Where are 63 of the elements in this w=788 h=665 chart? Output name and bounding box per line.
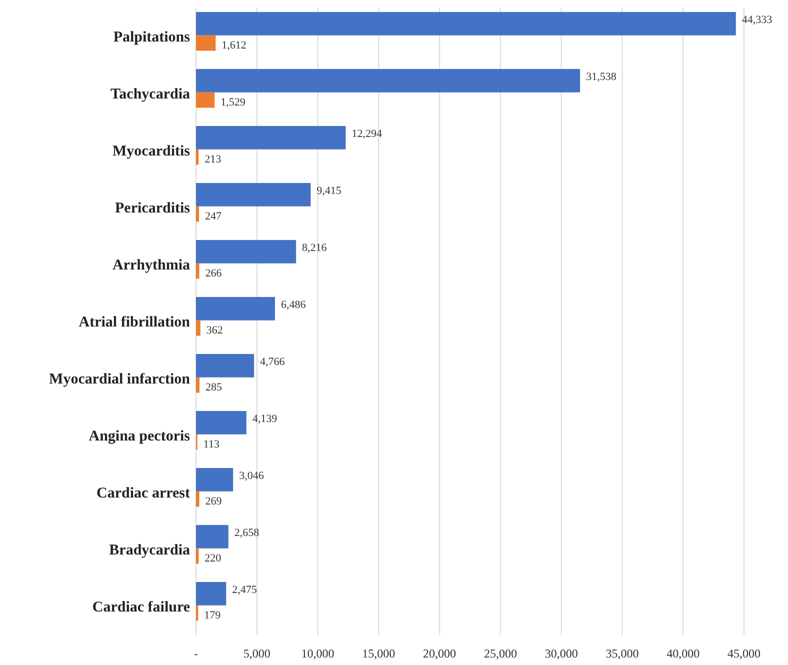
bar [196, 263, 200, 279]
data-label: 269 [205, 495, 222, 508]
data-label: 6,486 [280, 298, 306, 311]
bar [196, 240, 296, 264]
y-tick-label: Myocarditis [112, 143, 190, 160]
data-label: 1,529 [220, 96, 246, 108]
data-label: 213 [204, 153, 222, 166]
bar [196, 548, 199, 564]
x-tick-label: 15,000 [362, 646, 396, 661]
x-tick-label: 45,000 [728, 646, 760, 661]
data-label: 2,475 [232, 584, 258, 596]
y-tick-label: Palpitations [113, 29, 190, 46]
data-label: 266 [205, 267, 222, 280]
x-tick-label: 35,000 [606, 646, 639, 661]
bar [196, 320, 200, 336]
data-label: 4,766 [260, 356, 286, 368]
bar [196, 582, 226, 606]
y-tick-label: Cardiac failure [92, 599, 190, 616]
data-label: 362 [206, 324, 223, 336]
data-label: 4,139 [252, 412, 278, 425]
y-tick-label: Cardiac arrest [96, 485, 190, 502]
bar [196, 12, 736, 36]
data-label: 12,294 [352, 128, 382, 140]
x-tick-label: 10,000 [301, 646, 334, 661]
data-label: 1,612 [222, 39, 246, 52]
data-label: 179 [204, 609, 222, 622]
y-tick-label: Tachycardia [110, 86, 190, 102]
data-label: 2,658 [234, 526, 260, 539]
bar [196, 206, 200, 222]
data-label: 44,333 [742, 14, 773, 26]
data-label: 220 [204, 552, 222, 564]
data-label: 113 [203, 438, 220, 450]
bar [196, 354, 254, 378]
bar [196, 126, 346, 150]
bar [196, 524, 228, 548]
bar [196, 68, 580, 92]
y-tick-label: Angina pectoris [88, 428, 190, 444]
y-tick-label: Myocardial infarction [49, 371, 191, 388]
bar [196, 377, 200, 393]
bar [196, 182, 311, 206]
x-tick-label: - [194, 646, 198, 661]
bar [196, 410, 246, 434]
y-tick-label: Atrial fibrillation [78, 314, 191, 330]
y-tick-label: Arrhythmia [112, 257, 190, 274]
x-tick-label: 5,000 [243, 646, 270, 661]
data-label: 285 [205, 381, 222, 394]
bar [196, 491, 200, 507]
data-label: 3,046 [239, 470, 264, 482]
data-label: 8,216 [302, 242, 328, 254]
y-tick-label: Pericarditis [115, 200, 190, 216]
x-tick-label: 40,000 [666, 646, 700, 661]
x-tick-label: 30,000 [544, 646, 578, 661]
x-tick-label: 25,000 [484, 646, 517, 661]
bar [196, 296, 275, 320]
y-tick-label: Bradycardia [109, 542, 190, 558]
bar [196, 149, 199, 165]
x-tick-label: 20,000 [423, 646, 456, 661]
data-label: 31,538 [586, 70, 617, 83]
data-label: 247 [205, 210, 222, 222]
bar [196, 92, 215, 108]
data-label: 9,415 [316, 184, 342, 197]
bar [196, 468, 234, 492]
bar [196, 35, 216, 51]
